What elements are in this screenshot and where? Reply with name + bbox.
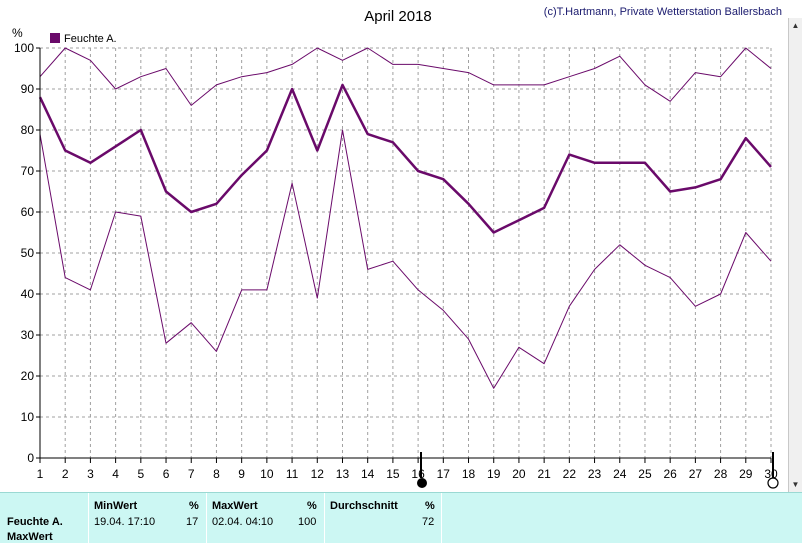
series-line-max [39, 47, 772, 106]
y-tick-label: 20 [21, 369, 35, 383]
legend-swatch [50, 33, 60, 43]
y-tick-label: 100 [14, 41, 34, 55]
y-tick-label: 70 [21, 164, 35, 178]
y-tick-label: 40 [21, 287, 35, 301]
copyright-text: (c)T.Hartmann, Private Wetterstation Bal… [544, 6, 782, 18]
chart-title: April 2018 [364, 8, 432, 25]
x-tick-label: 4 [112, 467, 119, 481]
row-label-2: MaxWert [7, 531, 53, 543]
triangle-up-icon[interactable]: ▲ [791, 21, 800, 30]
max-time: 02.04. 04:10 [212, 516, 274, 528]
y-tick-label: 10 [21, 410, 35, 424]
y-tick-label: 60 [21, 205, 35, 219]
min-time: 19.04. 17:10 [94, 516, 156, 528]
x-tick-label: 28 [714, 467, 728, 481]
x-tick-label: 27 [689, 467, 703, 481]
x-tick-label: 22 [563, 467, 577, 481]
y-tick-label: 30 [21, 328, 35, 342]
x-tick-label: 11 [286, 467, 299, 481]
x-tick-label: 5 [137, 467, 144, 481]
statistics-table: MinWert % MaxWert % Durchschnitt % Feuch… [0, 492, 802, 544]
y-tick-label: 80 [21, 123, 35, 137]
max-header: MaxWert [212, 500, 258, 512]
x-tick-label: 26 [663, 467, 677, 481]
column-divider [88, 493, 89, 544]
x-axis-ticks: 1 2 3 4 5 6 7 8 9 10 11 12 13 14 15 16 17 18 19 20 21 22 23 24 2… [37, 458, 778, 481]
series-line-min [39, 129, 772, 389]
y-axis-unit: % [12, 26, 23, 40]
series-line-avg [38, 83, 772, 234]
x-tick-label: 25 [638, 467, 652, 481]
x-tick-label: 7 [188, 467, 195, 481]
y-tick-label: 50 [21, 246, 35, 260]
x-tick-label: 13 [336, 467, 350, 481]
x-tick-label: 14 [361, 467, 375, 481]
x-tick-label: 15 [386, 467, 400, 481]
x-tick-label: 3 [87, 467, 94, 481]
avg-unit: % [425, 500, 435, 512]
min-value: 17 [186, 516, 199, 528]
max-unit: % [307, 500, 317, 512]
x-tick-label: 9 [238, 467, 245, 481]
x-tick-label: 1 [37, 467, 44, 481]
grid-lines [40, 47, 772, 458]
x-tick-label: 8 [213, 467, 220, 481]
min-unit: % [189, 500, 199, 512]
max-value: 100 [298, 516, 317, 528]
day-marker-filled-circle[interactable] [417, 478, 427, 488]
column-divider [206, 493, 207, 544]
x-tick-label: 6 [163, 467, 170, 481]
x-tick-label: 24 [613, 467, 627, 481]
y-tick-label: 0 [27, 451, 34, 465]
column-divider [441, 493, 442, 544]
triangle-down-icon[interactable]: ▼ [791, 480, 800, 489]
humidity-chart: April 2018 (c)T.Hartmann, Private Wetter… [12, 6, 782, 489]
x-tick-label: 18 [462, 467, 476, 481]
column-divider [324, 493, 325, 544]
end-marker-open-circle[interactable] [767, 477, 779, 489]
series-lines [38, 47, 772, 389]
avg-value: 72 [422, 516, 435, 528]
x-tick-label: 2 [62, 467, 69, 481]
legend-label: Feuchte A. [64, 33, 117, 45]
x-tick-label: 23 [588, 467, 602, 481]
avg-header: Durchschnitt [330, 500, 398, 512]
row-label: Feuchte A. [7, 516, 63, 528]
y-tick-label: 90 [21, 82, 35, 96]
x-tick-label: 12 [311, 467, 325, 481]
x-tick-label: 10 [260, 467, 274, 481]
x-tick-label: 19 [487, 467, 501, 481]
x-tick-label: 20 [512, 467, 526, 481]
y-axis-ticks: 0 10 20 30 40 50 60 70 80 90 100 [14, 41, 40, 465]
min-header: MinWert [94, 500, 138, 512]
vertical-scrollbar[interactable]: ▲ ▼ [788, 18, 802, 492]
x-tick-label: 17 [437, 467, 451, 481]
x-tick-label: 29 [739, 467, 753, 481]
x-tick-label: 30 [764, 467, 778, 481]
x-tick-label: 21 [537, 467, 551, 481]
